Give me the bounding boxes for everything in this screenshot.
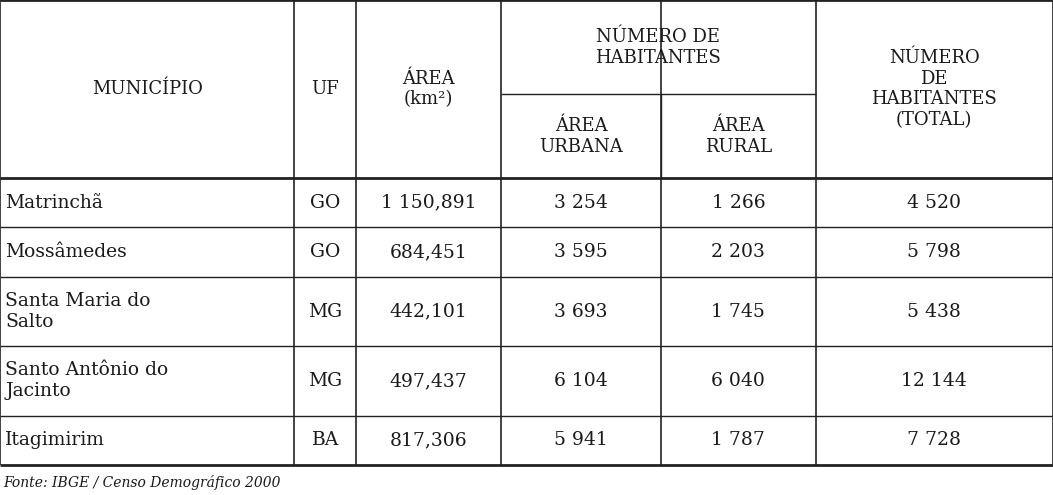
Text: Matrinchã: Matrinchã <box>5 194 103 212</box>
Text: 3 693: 3 693 <box>554 302 608 321</box>
Text: 1 787: 1 787 <box>712 431 766 449</box>
Text: Itagimirim: Itagimirim <box>5 431 105 449</box>
Text: MG: MG <box>309 372 342 390</box>
Text: 7 728: 7 728 <box>908 431 961 449</box>
Text: Santa Maria do
Salto: Santa Maria do Salto <box>5 292 151 331</box>
Text: Santo Antônio do
Jacinto: Santo Antônio do Jacinto <box>5 361 168 400</box>
Text: 3 254: 3 254 <box>554 194 608 212</box>
Text: 817,306: 817,306 <box>390 431 468 449</box>
Text: MUNICÍPIO: MUNICÍPIO <box>92 80 202 98</box>
Text: 1 745: 1 745 <box>712 302 766 321</box>
Text: 12 144: 12 144 <box>901 372 967 390</box>
Text: 3 595: 3 595 <box>554 243 608 261</box>
Text: 1 150,891: 1 150,891 <box>381 194 476 212</box>
Text: 6 040: 6 040 <box>712 372 766 390</box>
Text: BA: BA <box>312 431 339 449</box>
Text: 2 203: 2 203 <box>712 243 766 261</box>
Text: GO: GO <box>311 243 340 261</box>
Text: NÚMERO DE
HABITANTES: NÚMERO DE HABITANTES <box>595 28 721 66</box>
Text: GO: GO <box>311 194 340 212</box>
Text: ÁREA
RURAL: ÁREA RURAL <box>704 117 772 155</box>
Text: 5 941: 5 941 <box>554 431 608 449</box>
Text: 497,437: 497,437 <box>390 372 468 390</box>
Text: ÁREA
URBANA: ÁREA URBANA <box>539 117 623 155</box>
Text: 4 520: 4 520 <box>908 194 961 212</box>
Text: ÁREA
(km²): ÁREA (km²) <box>402 70 455 108</box>
Text: 684,451: 684,451 <box>390 243 468 261</box>
Text: NÚMERO
DE
HABITANTES
(TOTAL): NÚMERO DE HABITANTES (TOTAL) <box>871 49 997 129</box>
Text: MG: MG <box>309 302 342 321</box>
Text: 6 104: 6 104 <box>554 372 608 390</box>
Text: Fonte: IBGE / Censo Demográfico 2000: Fonte: IBGE / Censo Demográfico 2000 <box>3 475 280 490</box>
Text: 5 798: 5 798 <box>908 243 961 261</box>
Text: UF: UF <box>312 80 339 98</box>
Text: Mossâmedes: Mossâmedes <box>5 243 126 261</box>
Text: 442,101: 442,101 <box>390 302 468 321</box>
Text: 1 266: 1 266 <box>712 194 766 212</box>
Text: 5 438: 5 438 <box>908 302 961 321</box>
